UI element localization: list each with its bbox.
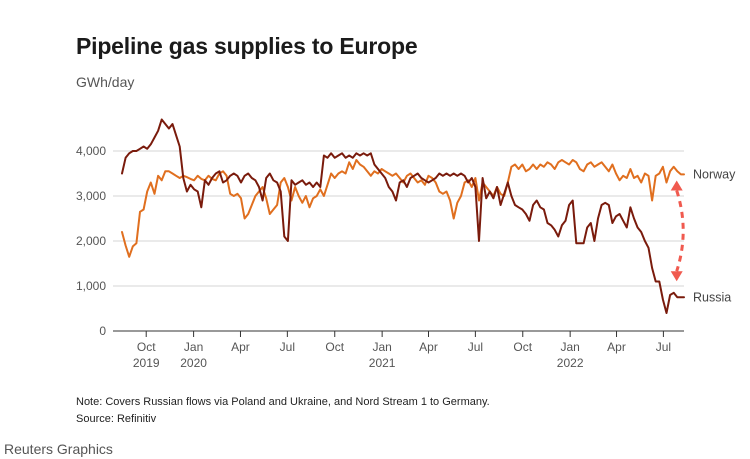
x-tick-label: Oct: [137, 340, 156, 354]
x-tick-label: Apr: [419, 340, 438, 354]
line-chart: 0 1,000 2,000 3,000 4,000 Oct 2019 Jan 2020 Apr J…: [76, 118, 736, 370]
y-tick-label: 3,000: [76, 189, 106, 203]
series-line-russia: [121, 118, 685, 314]
x-tick-year-label: 2022: [557, 356, 584, 370]
x-tick-label: Apr: [607, 340, 626, 354]
x-tick-year-label: 2021: [369, 356, 396, 370]
chart-source: Source: Refinitiv: [76, 413, 157, 425]
gap-arrow: [670, 180, 685, 282]
chart-title: Pipeline gas supplies to Europe: [76, 33, 418, 59]
x-axis-ticks: Oct 2019 Jan 2020 Apr Jul Oct Jan 2021 Apr Jul Oct J…: [133, 331, 671, 370]
series-lines: [121, 118, 685, 314]
y-axis-ticks: 0 1,000 2,000 3,000 4,000: [76, 144, 106, 338]
gap-arrow-head-up: [670, 180, 683, 191]
gap-arrow-shaft: [675, 190, 685, 272]
y-tick-label: 1,000: [76, 279, 106, 293]
x-tick-year-label: 2020: [180, 356, 207, 370]
x-tick-label: Jan: [560, 340, 579, 354]
gap-arrow-head-down: [670, 271, 683, 282]
series-labels: Norway Russia: [693, 167, 736, 304]
publisher-credit: Reuters Graphics: [4, 441, 113, 457]
x-tick-year-label: 2019: [133, 356, 160, 370]
chart-note: Note: Covers Russian flows via Poland an…: [76, 396, 490, 408]
series-label-russia: Russia: [693, 290, 731, 304]
x-tick-label: Oct: [513, 340, 532, 354]
series-line-norway: [121, 159, 685, 258]
x-tick-label: Jan: [184, 340, 203, 354]
x-tick-label: Jul: [280, 340, 295, 354]
y-axis-unit-label: GWh/day: [76, 74, 135, 90]
x-tick-label: Oct: [325, 340, 344, 354]
gridlines: [113, 150, 684, 332]
y-tick-label: 2,000: [76, 234, 106, 248]
x-tick-label: Jan: [372, 340, 391, 354]
x-tick-label: Jul: [468, 340, 483, 354]
y-tick-label: 0: [99, 324, 106, 338]
x-tick-label: Jul: [656, 340, 671, 354]
series-label-norway: Norway: [693, 167, 736, 181]
x-tick-label: Apr: [231, 340, 250, 354]
y-tick-label: 4,000: [76, 144, 106, 158]
